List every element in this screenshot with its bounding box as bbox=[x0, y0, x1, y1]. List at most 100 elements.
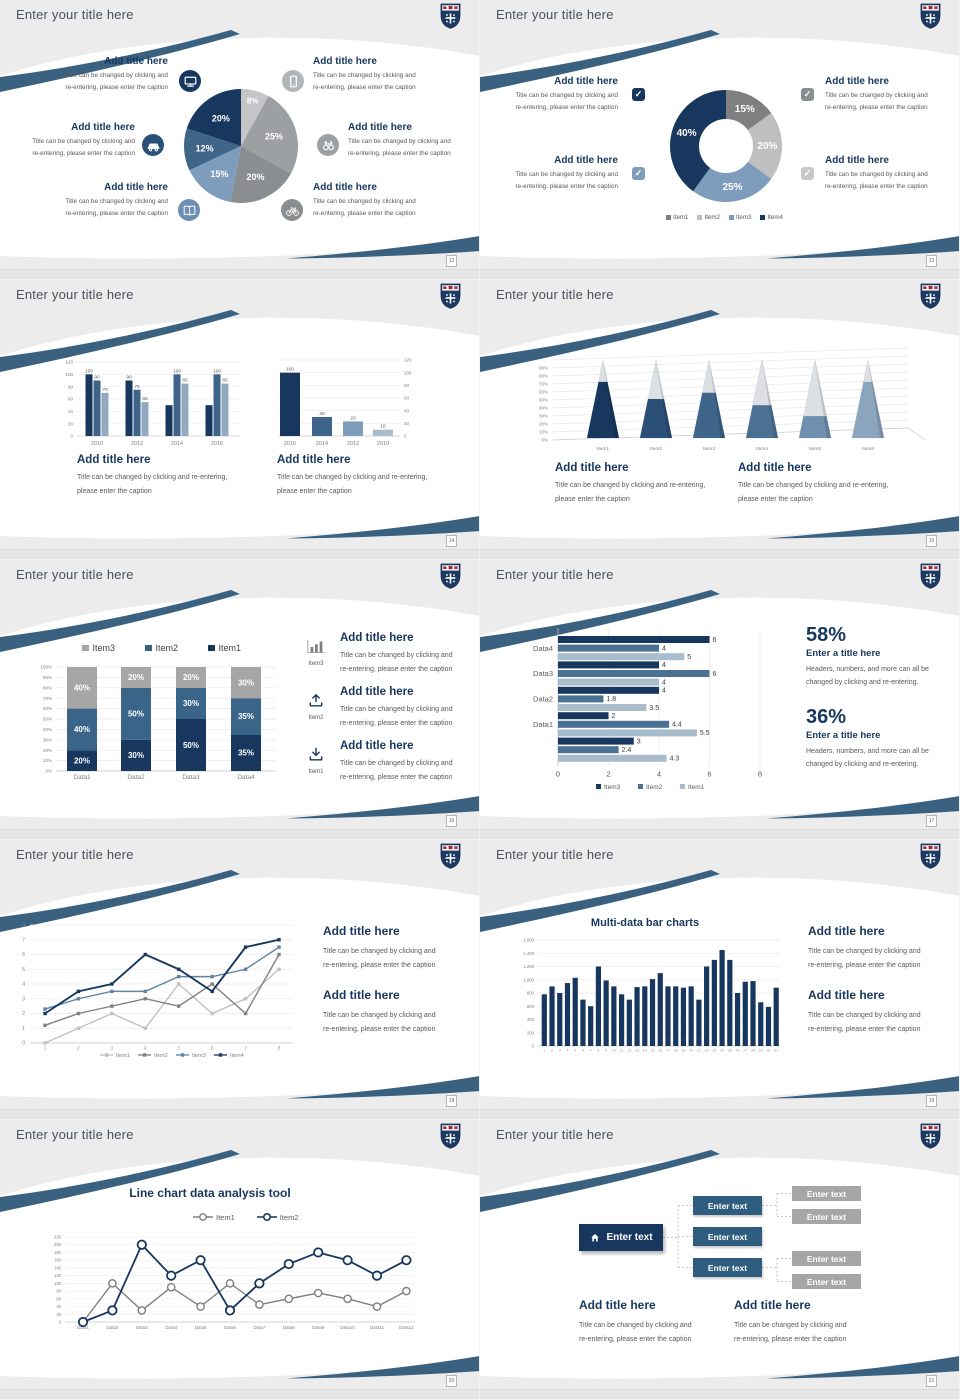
caption-block: Add title here Title can be changed by c… bbox=[340, 686, 472, 730]
callout-title: Add title here bbox=[71, 122, 135, 133]
svg-text:80: 80 bbox=[404, 383, 410, 388]
slide-12-pie: Enter your title here 8% 25% 20% 15% 12% 20% … bbox=[0, 0, 480, 280]
svg-text:6: 6 bbox=[211, 1046, 214, 1052]
svg-text:30%: 30% bbox=[238, 678, 254, 687]
svg-text:4: 4 bbox=[144, 1046, 147, 1052]
svg-text:80%: 80% bbox=[539, 374, 548, 379]
caption-block: Add title here Title can be changed by c… bbox=[734, 1298, 894, 1346]
feature-icon-item2: Item2 bbox=[301, 692, 331, 721]
diagram-connectors bbox=[663, 1193, 792, 1282]
caption-title: Add title here bbox=[738, 462, 812, 474]
university-crest-logo bbox=[920, 1123, 941, 1149]
svg-text:2: 2 bbox=[77, 1046, 80, 1052]
svg-text:2: 2 bbox=[22, 1011, 25, 1017]
svg-text:4: 4 bbox=[662, 645, 666, 652]
callout-caption: Title can be changed by clicking and re-e… bbox=[515, 92, 618, 111]
callout: Add title here Title can be changed by c… bbox=[20, 56, 168, 93]
svg-text:100: 100 bbox=[173, 368, 181, 374]
svg-text:Item6: Item6 bbox=[862, 446, 874, 452]
caption-block: Add title here Title can be changed by c… bbox=[808, 924, 958, 972]
svg-text:Data12: Data12 bbox=[399, 1325, 414, 1330]
svg-text:18: 18 bbox=[674, 1049, 678, 1053]
svg-text:40%: 40% bbox=[74, 725, 90, 734]
page-number: 16 bbox=[446, 815, 457, 827]
feature-icon-item3: Item3 bbox=[301, 638, 331, 667]
svg-text:5: 5 bbox=[177, 1046, 180, 1052]
caption-text: Title can be changed by clicking and re-… bbox=[277, 474, 428, 495]
svg-text:160: 160 bbox=[54, 1258, 62, 1263]
svg-text:80%: 80% bbox=[43, 685, 52, 690]
callout-title: Add title here bbox=[313, 182, 377, 193]
svg-text:220: 220 bbox=[54, 1234, 62, 1239]
caption-text: Title can be changed by clicking and re-e… bbox=[340, 652, 453, 673]
callout-caption: Title can be changed by clicking and re-e… bbox=[825, 92, 928, 111]
page-number: 19 bbox=[926, 1095, 937, 1107]
svg-text:24: 24 bbox=[720, 1049, 724, 1053]
svg-text:Data2: Data2 bbox=[533, 695, 553, 704]
svg-text:5: 5 bbox=[22, 967, 25, 973]
svg-text:2014: 2014 bbox=[171, 441, 183, 447]
svg-text:Item4: Item4 bbox=[230, 1053, 244, 1059]
chart-title: Multi-data bar charts bbox=[590, 917, 700, 929]
svg-text:30%: 30% bbox=[539, 414, 548, 419]
svg-text:2: 2 bbox=[551, 1049, 553, 1053]
svg-text:20%: 20% bbox=[128, 673, 144, 682]
svg-text:30%: 30% bbox=[43, 737, 52, 742]
svg-text:Data1: Data1 bbox=[73, 774, 91, 781]
svg-text:23: 23 bbox=[712, 1049, 716, 1053]
svg-text:2: 2 bbox=[606, 770, 610, 779]
svg-text:2014: 2014 bbox=[316, 441, 328, 447]
callout: Add title here Title can be changed by c… bbox=[313, 182, 463, 219]
svg-text:40%: 40% bbox=[539, 406, 548, 411]
university-crest-logo bbox=[920, 843, 941, 869]
svg-text:40%: 40% bbox=[677, 128, 697, 139]
svg-text:6: 6 bbox=[707, 770, 711, 779]
svg-text:Data1: Data1 bbox=[77, 1325, 90, 1330]
svg-text:Item2: Item2 bbox=[650, 446, 662, 452]
caption-title: Add title here bbox=[277, 454, 351, 466]
callout: Add title here Title can be changed by c… bbox=[480, 155, 618, 192]
stat-block: 36% Enter a title here Headers, numbers,… bbox=[806, 706, 951, 771]
svg-text:3: 3 bbox=[559, 1049, 561, 1053]
svg-text:50%: 50% bbox=[128, 710, 144, 719]
svg-text:55: 55 bbox=[142, 396, 148, 402]
svg-text:6: 6 bbox=[22, 952, 25, 958]
svg-text:60: 60 bbox=[68, 397, 74, 402]
svg-text:35%: 35% bbox=[238, 712, 254, 721]
svg-text:30: 30 bbox=[766, 1049, 770, 1053]
svg-text:Data3: Data3 bbox=[136, 1325, 149, 1330]
university-crest-logo bbox=[440, 843, 461, 869]
svg-text:20%: 20% bbox=[247, 172, 265, 182]
svg-text:4: 4 bbox=[662, 662, 666, 669]
svg-text:1: 1 bbox=[543, 1049, 545, 1053]
svg-text:140: 140 bbox=[54, 1265, 62, 1270]
svg-text:4: 4 bbox=[662, 688, 666, 695]
svg-text:100%: 100% bbox=[40, 665, 52, 670]
svg-text:5: 5 bbox=[687, 654, 691, 661]
checkbox-icon: ✓ bbox=[632, 167, 645, 180]
svg-text:2.4: 2.4 bbox=[622, 747, 632, 754]
svg-text:30%: 30% bbox=[183, 699, 199, 708]
caption-title: Add title here bbox=[734, 1298, 811, 1312]
svg-text:1: 1 bbox=[22, 1026, 25, 1032]
caption-title: Add title here bbox=[808, 924, 885, 938]
university-crest-logo bbox=[920, 283, 941, 309]
caption-block: Add title here Title can be changed by c… bbox=[323, 988, 473, 1036]
svg-text:4: 4 bbox=[657, 770, 661, 779]
svg-text:6: 6 bbox=[713, 637, 717, 644]
svg-text:80: 80 bbox=[68, 384, 74, 389]
svg-text:14: 14 bbox=[643, 1049, 647, 1053]
checkbox-icon: ✓ bbox=[632, 88, 645, 101]
svg-text:22: 22 bbox=[705, 1049, 709, 1053]
svg-text:20%: 20% bbox=[183, 673, 199, 682]
svg-text:35%: 35% bbox=[238, 749, 254, 758]
svg-text:Data4: Data4 bbox=[237, 774, 255, 781]
chart-legend: Item3 Item2 Item1 bbox=[82, 643, 241, 653]
svg-text:85: 85 bbox=[182, 378, 188, 384]
caption-text: Title can be changed by clicking and re-… bbox=[555, 482, 706, 503]
svg-text:4.4: 4.4 bbox=[672, 722, 682, 729]
svg-text:Data10: Data10 bbox=[340, 1325, 355, 1330]
svg-text:6: 6 bbox=[713, 671, 717, 678]
callout-caption: Title can be changed by clicking and re-e… bbox=[825, 171, 928, 190]
car-icon bbox=[142, 134, 164, 156]
